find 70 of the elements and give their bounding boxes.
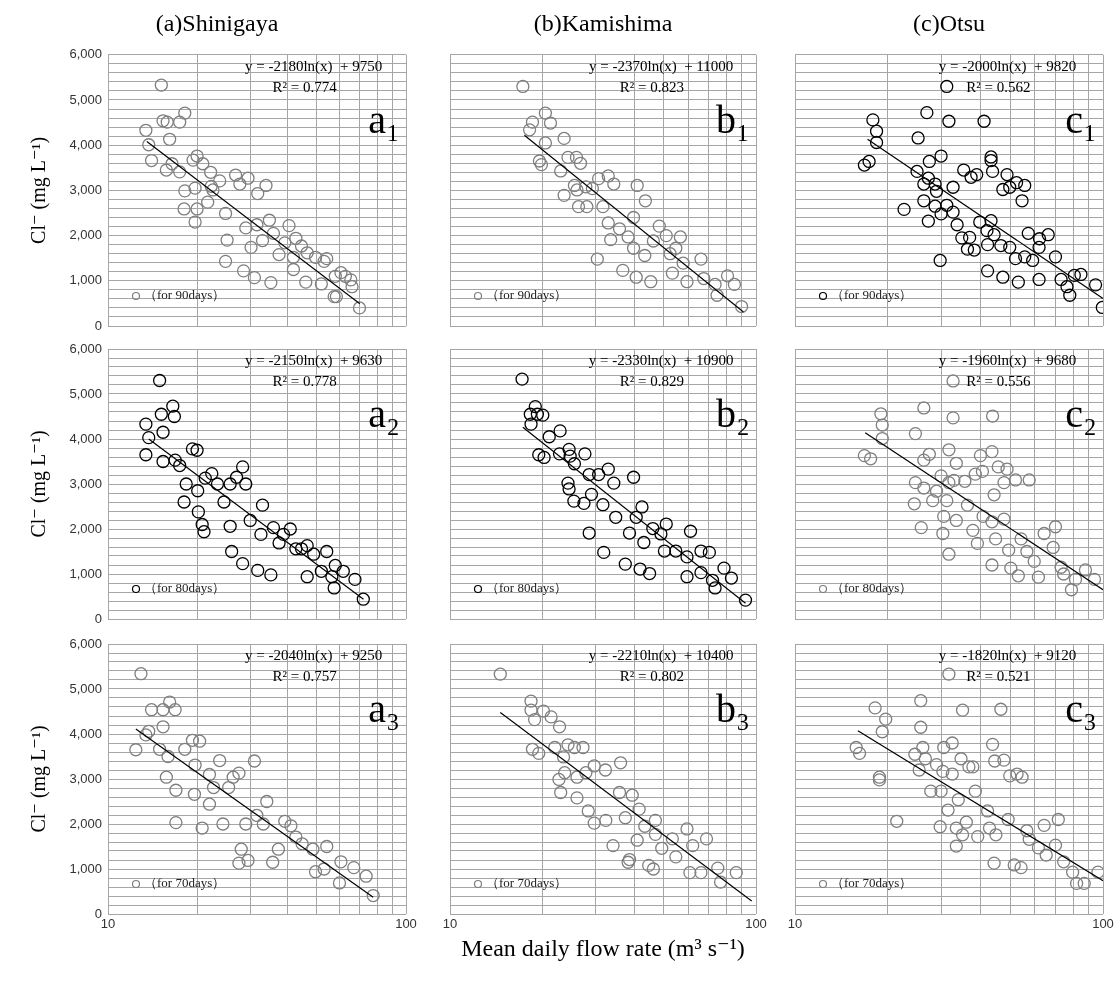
- y-tick-label: 4,000: [69, 136, 102, 152]
- y-tick-label: 2,000: [69, 227, 102, 243]
- y-tick-label: 1,000: [69, 272, 102, 288]
- annotation: y = -2040ln(x) + 9250: [244, 646, 383, 664]
- annotation: y = -2330ln(x) + 10900: [588, 351, 734, 369]
- annotation: b₁: [716, 96, 750, 142]
- chart-title: (c)Otsu: [913, 9, 985, 36]
- annotation: b₃: [716, 686, 750, 731]
- x-tick-label: 10: [442, 916, 458, 932]
- y-tick-label: 2,000: [69, 815, 102, 831]
- y-axis-title: Cl⁻ (mg L⁻¹): [27, 725, 51, 833]
- x-tick-label: 100: [395, 916, 417, 932]
- annotation: R² = 0.757: [272, 667, 338, 684]
- annotation: R² = 0.562: [966, 78, 1031, 95]
- annotation: y = -2210ln(x) + 10400: [588, 646, 734, 664]
- legend-label: （for 90days）: [831, 287, 913, 303]
- y-tick-label: 4,000: [69, 430, 102, 446]
- y-tick-label: 1,000: [69, 565, 102, 581]
- y-tick-label: 0: [94, 610, 102, 626]
- annotation: y = -2150ln(x) + 9630: [244, 351, 383, 369]
- y-tick-label: 6,000: [69, 635, 102, 651]
- y-tick-label: 5,000: [69, 91, 102, 107]
- legend-label: （for 70days）: [144, 875, 226, 891]
- annotation: b₂: [716, 391, 750, 436]
- y-tick-label: 0: [94, 317, 102, 333]
- annotation: a₃: [368, 686, 400, 731]
- annotation: R² = 0.823: [619, 78, 685, 95]
- annotation: R² = 0.829: [619, 372, 685, 389]
- x-tick-label: 100: [745, 916, 767, 932]
- annotation: a₁: [368, 96, 400, 142]
- y-tick-label: 6,000: [69, 46, 102, 62]
- y-tick-label: 3,000: [69, 475, 102, 491]
- y-tick-label: 5,000: [69, 680, 102, 696]
- x-axis-title: Mean daily flow rate (m³ s⁻¹): [461, 934, 745, 961]
- annotation: y = -2000ln(x) + 9820: [938, 57, 1077, 75]
- annotation: y = -2180ln(x) + 9750: [244, 57, 383, 75]
- annotation: a₂: [368, 391, 400, 436]
- annotation: c₂: [1065, 391, 1097, 436]
- annotation: R² = 0.802: [619, 667, 685, 684]
- legend-label: （for 70days）: [831, 875, 913, 891]
- annotation: c₃: [1065, 686, 1097, 731]
- annotation: R² = 0.778: [272, 372, 337, 389]
- annotation: y = -1960ln(x) + 9680: [938, 351, 1077, 369]
- x-tick-label: 10: [787, 916, 803, 932]
- annotation: y = -1820ln(x) + 9120: [938, 646, 1077, 664]
- y-tick-label: 1,000: [69, 860, 102, 876]
- y-tick-label: 6,000: [69, 340, 102, 356]
- annotation: y = -2370ln(x) + 11000: [589, 57, 734, 75]
- y-tick-label: 4,000: [69, 725, 102, 741]
- chart-title: (a)Shinigaya: [155, 9, 279, 36]
- x-tick-label: 100: [1092, 916, 1114, 932]
- y-tick-label: 3,000: [69, 770, 102, 786]
- x-tick-label: 10: [100, 916, 116, 932]
- legend-label: （for 80days）: [486, 580, 568, 596]
- annotation: R² = 0.556: [966, 372, 1031, 389]
- legend-label: （for 70days）: [486, 875, 568, 891]
- y-axis-title: Cl⁻ (mg L⁻¹): [27, 430, 51, 538]
- legend-label: （for 80days）: [144, 580, 226, 596]
- chart-title: (b)Kamishima: [533, 9, 673, 36]
- annotation: R² = 0.521: [966, 667, 1031, 684]
- y-tick-label: 0: [94, 905, 102, 921]
- y-tick-label: 2,000: [69, 520, 102, 536]
- legend-label: （for 90days）: [486, 287, 568, 303]
- annotation: R² = 0.774: [272, 78, 338, 95]
- legend-label: （for 90days）: [144, 287, 226, 303]
- annotation: c₁: [1065, 96, 1097, 142]
- legend-label: （for 80days）: [831, 580, 913, 596]
- y-axis-title: Cl⁻ (mg L⁻¹): [27, 136, 51, 244]
- y-tick-label: 3,000: [69, 181, 102, 197]
- y-tick-label: 5,000: [69, 385, 102, 401]
